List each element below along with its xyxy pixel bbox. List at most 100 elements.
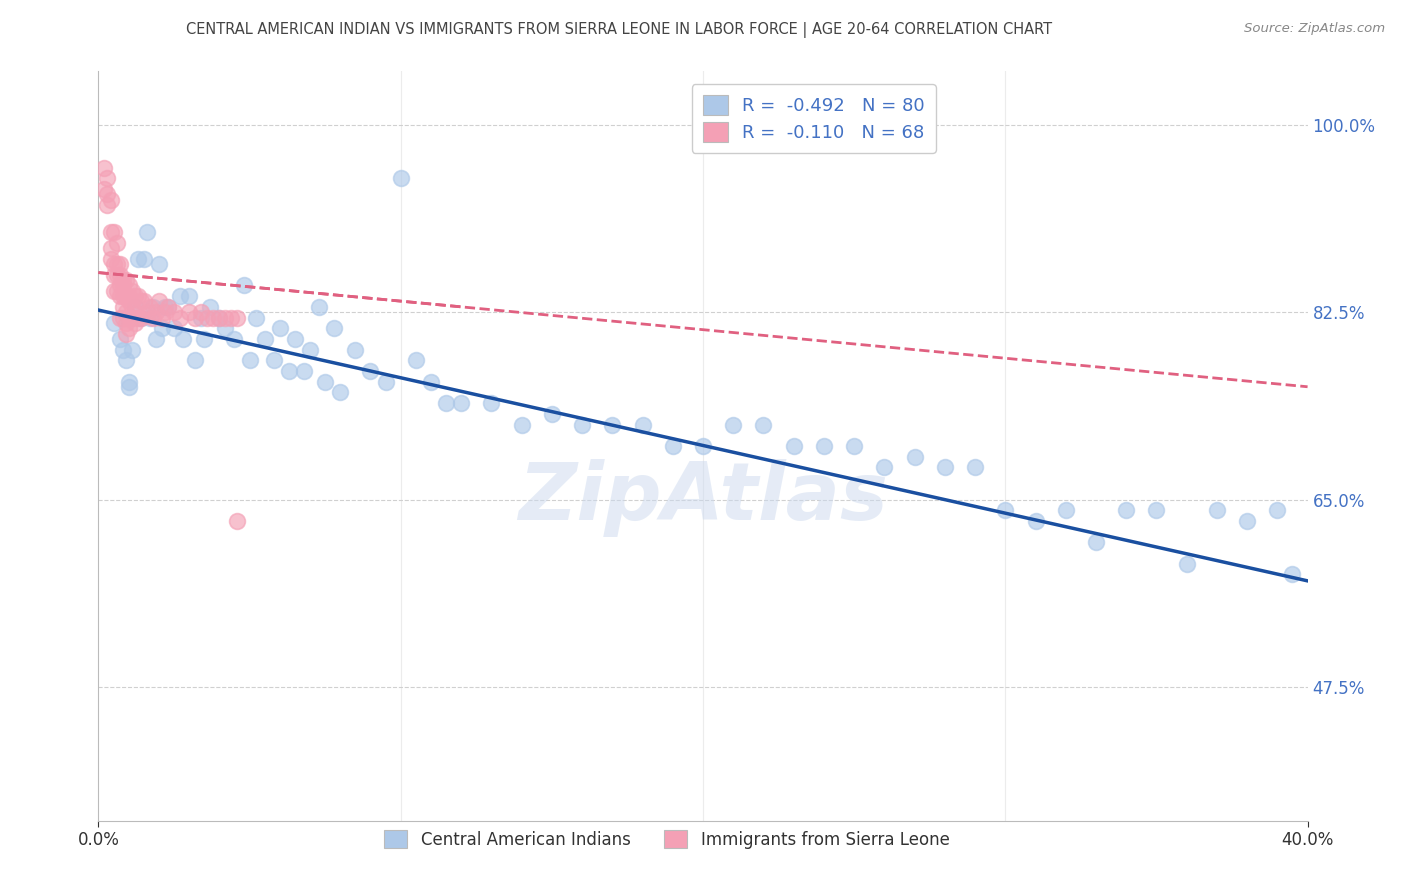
Point [752, 417, 775, 432]
Point [571, 417, 593, 432]
Point [93, 161, 115, 175]
Point [103, 268, 125, 282]
Legend: Central American Indians, Immigrants from Sierra Leone: Central American Indians, Immigrants fro… [375, 822, 957, 857]
Text: ZipAtlas: ZipAtlas [517, 459, 889, 538]
Point [873, 460, 896, 475]
Point [308, 300, 330, 314]
Point [96, 198, 118, 212]
Point [284, 332, 307, 346]
Point [1115, 503, 1137, 517]
Text: CENTRAL AMERICAN INDIAN VS IMMIGRANTS FROM SIERRA LEONE IN LABOR FORCE | AGE 20-: CENTRAL AMERICAN INDIAN VS IMMIGRANTS FR… [186, 22, 1052, 38]
Point [156, 300, 179, 314]
Point [108, 278, 131, 293]
Point [1024, 514, 1046, 528]
Point [221, 310, 243, 325]
Point [245, 310, 267, 325]
Point [1267, 503, 1289, 517]
Point [323, 321, 346, 335]
Point [195, 310, 218, 325]
Point [344, 343, 367, 357]
Point [121, 284, 143, 298]
Point [118, 289, 141, 303]
Point [965, 460, 987, 475]
Point [129, 310, 152, 325]
Point [692, 439, 714, 453]
Point [96, 187, 118, 202]
Point [108, 310, 131, 325]
Point [232, 278, 254, 293]
Point [148, 294, 170, 309]
Point [124, 305, 146, 319]
Point [156, 300, 179, 314]
Point [994, 503, 1017, 517]
Point [139, 300, 162, 314]
Point [142, 300, 165, 314]
Point [111, 273, 134, 287]
Point [374, 375, 396, 389]
Point [783, 439, 806, 453]
Point [111, 343, 134, 357]
Point [434, 396, 457, 410]
Point [121, 343, 143, 357]
Point [127, 310, 149, 325]
Point [142, 310, 165, 325]
Point [114, 353, 136, 368]
Point [214, 321, 236, 335]
Point [114, 326, 136, 341]
Point [111, 300, 134, 314]
Point [1144, 503, 1167, 517]
Point [114, 273, 136, 287]
Point [118, 294, 141, 309]
Point [124, 316, 146, 330]
Point [127, 289, 149, 303]
Point [314, 375, 336, 389]
Point [118, 310, 141, 325]
Point [1085, 535, 1108, 549]
Point [139, 310, 162, 325]
Point [124, 300, 146, 314]
Point [602, 417, 624, 432]
Point [127, 252, 149, 266]
Point [277, 364, 299, 378]
Point [108, 332, 131, 346]
Point [114, 316, 136, 330]
Point [100, 252, 122, 266]
Point [93, 182, 115, 196]
Point [263, 353, 285, 368]
Point [163, 321, 186, 335]
Point [934, 460, 956, 475]
Point [118, 380, 141, 394]
Point [193, 332, 215, 346]
Point [329, 385, 352, 400]
Point [450, 396, 472, 410]
Point [1281, 567, 1303, 582]
Point [405, 353, 427, 368]
Point [904, 450, 927, 464]
Point [145, 332, 167, 346]
Point [540, 407, 562, 421]
Point [150, 321, 173, 335]
Point [1206, 503, 1229, 517]
Point [184, 310, 207, 325]
Point [148, 257, 170, 271]
Point [105, 268, 128, 282]
Point [129, 294, 152, 309]
Point [1054, 503, 1077, 517]
Point [184, 353, 207, 368]
Point [179, 289, 201, 303]
Point [510, 417, 533, 432]
Point [100, 225, 122, 239]
Point [121, 300, 143, 314]
Point [224, 332, 246, 346]
Point [129, 310, 152, 325]
Point [163, 305, 186, 319]
Point [105, 284, 128, 298]
Point [105, 257, 128, 271]
Point [214, 310, 236, 325]
Point [103, 284, 125, 298]
Point [169, 289, 191, 303]
Point [226, 310, 249, 325]
Point [389, 171, 412, 186]
Point [108, 257, 131, 271]
Point [103, 225, 125, 239]
